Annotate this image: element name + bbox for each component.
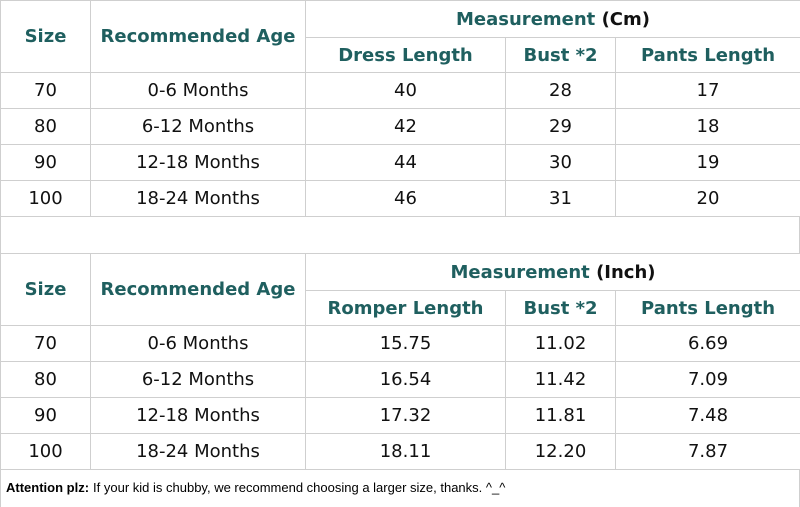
cm-table-wrap: Size Recommended Age Measurement (Cm) Dress… (0, 0, 800, 217)
subheader-row: Dress Length Bust *2 Pants Length (1, 37, 800, 73)
data-row: 100 18-24 Months 46 31 20 (0, 180, 800, 217)
cell: 0-6 Months (90, 325, 306, 362)
cell: 18.11 (305, 433, 506, 470)
cell: 30 (505, 144, 616, 181)
cell: 12-18 Months (90, 144, 306, 181)
cell: 29 (505, 108, 616, 145)
cell: 42 (305, 108, 506, 145)
cell: 0-6 Months (90, 72, 306, 109)
cell: 44 (305, 144, 506, 181)
age-header: Recommended Age (90, 253, 306, 326)
cell: 7.87 (614, 433, 800, 470)
data-row: 70 0-6 Months 15.75 11.02 6.69 (0, 325, 800, 362)
cell: 15.75 (305, 325, 506, 362)
size-table: Size Recommended Age Measurement (Cm) Dress… (0, 0, 800, 217)
data-row: 80 6-12 Months 42 29 18 (0, 108, 800, 145)
cell: 19 (614, 144, 800, 181)
column-header: Pants Length (614, 290, 800, 326)
cell: 46 (305, 180, 506, 217)
size-header: Size (0, 253, 91, 326)
column-header: Romper Length (305, 290, 506, 326)
cell: 90 (0, 144, 91, 181)
measurement-header: Measurement (Inch) (304, 253, 800, 291)
cell: 40 (305, 72, 506, 109)
table-gap (0, 217, 800, 253)
data-row: 70 0-6 Months 40 28 17 (0, 72, 800, 109)
cell: 80 (0, 361, 91, 398)
cell: 12-18 Months (90, 397, 306, 434)
header-row: Size Recommended Age Measurement (Inch) (0, 253, 800, 326)
cell: 70 (0, 72, 91, 109)
cell: 80 (0, 108, 91, 145)
subheader-row: Romper Length Bust *2 Pants Length (1, 290, 800, 326)
data-row: 90 12-18 Months 44 30 19 (0, 144, 800, 181)
cell: 6-12 Months (90, 108, 306, 145)
cell: 90 (0, 397, 91, 434)
measurement-label: Measurement (456, 8, 596, 30)
measurement-unit: (Inch) (596, 261, 656, 283)
cell: 18-24 Months (90, 180, 306, 217)
cell: 12.20 (505, 433, 616, 470)
cell: 20 (614, 180, 800, 217)
column-header: Pants Length (614, 37, 800, 73)
cell: 28 (505, 72, 616, 109)
cell: 11.42 (505, 361, 616, 398)
cell: 7.48 (614, 397, 800, 434)
attention-note: Attention plz: If your kid is chubby, we … (0, 470, 800, 507)
cell: 11.02 (505, 325, 616, 362)
measurement-label: Measurement (450, 261, 590, 283)
measurement-header: Measurement (Cm) (304, 0, 800, 38)
cell: 100 (0, 180, 91, 217)
data-row: 80 6-12 Months 16.54 11.42 7.09 (0, 361, 800, 398)
cell: 16.54 (305, 361, 506, 398)
cell: 100 (0, 433, 91, 470)
column-header: Bust *2 (505, 290, 616, 326)
cell: 6.69 (614, 325, 800, 362)
cell: 18-24 Months (90, 433, 306, 470)
age-header: Recommended Age (90, 0, 306, 73)
inch-table-wrap: Size Recommended Age Measurement (Inch) Rom… (0, 253, 800, 470)
cell: 11.81 (505, 397, 616, 434)
cell: 6-12 Months (90, 361, 306, 398)
cell: 70 (0, 325, 91, 362)
cell: 7.09 (614, 361, 800, 398)
column-header: Dress Length (305, 37, 506, 73)
cell: 31 (505, 180, 616, 217)
note-text: If your kid is chubby, we recommend choo… (93, 480, 506, 495)
cell: 17.32 (305, 397, 506, 434)
cell: 18 (614, 108, 800, 145)
cell: 17 (614, 72, 800, 109)
header-row: Size Recommended Age Measurement (Cm) (0, 0, 800, 73)
column-header: Bust *2 (505, 37, 616, 73)
size-header: Size (0, 0, 91, 73)
data-row: 100 18-24 Months 18.11 12.20 7.87 (0, 433, 800, 470)
data-row: 90 12-18 Months 17.32 11.81 7.48 (0, 397, 800, 434)
size-table: Size Recommended Age Measurement (Inch) Rom… (0, 253, 800, 470)
measurement-unit: (Cm) (601, 8, 650, 30)
note-label: Attention plz: (6, 480, 90, 495)
